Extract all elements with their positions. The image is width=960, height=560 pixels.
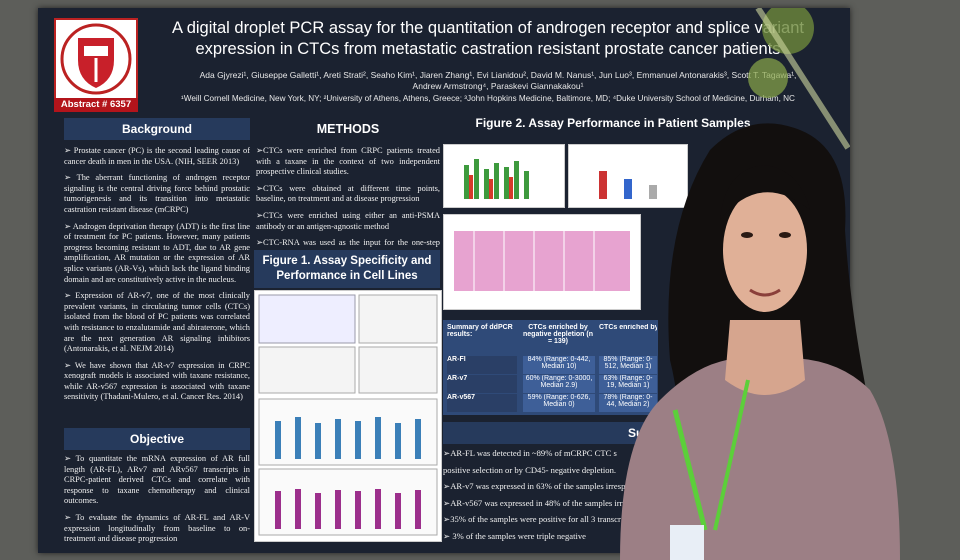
table-cell: AR-v7 [447,375,517,393]
list-item: ➢ We have shown that AR-v7 expression in… [64,360,250,402]
poster-title: A digital droplet PCR assay for the quan… [172,19,804,58]
table-cell: 78% (Range: 0-44, Median 2) [599,394,657,412]
table-cell: 60% (Range: 0-3000, Median 2.9) [523,375,595,393]
background-text: ➢ Prostate cancer (PC) is the second lea… [64,146,250,422]
list-item: ➢CTCs were enriched from CRPC patients t… [256,146,440,177]
objective-text: ➢ To quantitate the mRNA expression of A… [64,454,250,550]
table-cell: 63% (Range: 0-19, Median 1) [599,375,657,393]
figure-panel [443,144,565,208]
list-item: ➢ 3% of the samples were triple negative [443,530,586,541]
figure-title: Figure 1. Assay Specificity and Performa… [254,250,440,288]
poster: Abstract # 6357 A digital droplet PCR as… [38,8,850,553]
list-item: ➢AR-v7 was expressed in 63% of the sampl… [443,481,626,492]
figure-panel [254,290,442,542]
table-cell: 85% (Range: 0-512, Median 1) [599,356,657,374]
table-cell: AR-v567 [447,394,517,412]
figure-graphics [599,171,657,199]
summary-text: ➢AR-FL was detected in ~89% of mCRPC CTC… [443,448,658,548]
table-cell: 59% (Range: 0-626, Median 0) [523,394,595,412]
section-heading: Objective [64,428,250,450]
abstract-number: Abstract # 6357 [54,98,138,112]
authors: Ada Gjyrezi¹, Giuseppe Galletti¹, Areti … [199,70,797,91]
list-item: ➢ The aberrant functioning of androgen r… [64,173,250,214]
list-item: ➢AR-FL was detected in ~89% of mCRPC CTC… [443,448,617,458]
figure-panel [443,214,641,310]
person [620,123,900,560]
list-item: ➢ To evaluate the dynamics of AR-FL and … [64,512,250,544]
affiliations: ¹Weill Cornell Medicine, New York, NY; ²… [181,94,795,103]
figure-graphics [464,159,529,199]
figure-title: Figure 2. Assay Performance in Patient S… [475,116,751,130]
figure-graphics [454,231,630,291]
table-cell: AR-Fl [447,356,517,374]
methods-text: ➢CTCs were enriched from CRPC patients t… [256,146,440,251]
list-item: ➢CTCs were obtained at different time po… [256,183,440,204]
list-item: ➢ Androgen deprivation therapy (ADT) is … [64,221,250,284]
table-header: CTCs enriched by GEDI-PSMA [599,324,657,331]
list-item: ➢ Prostate cancer (PC) is the second lea… [64,146,250,166]
list-item: positive selection or by CD45- negative … [443,464,617,475]
list-item: ➢AR-v567 was expressed in 48% of the sam… [443,497,623,508]
decoration [748,8,850,150]
table-header: CTCs enriched by negative depletion (n =… [523,324,594,345]
list-item: ➢ Expression of AR-v7, one of the most c… [64,291,250,354]
figure-panel [568,144,688,208]
logo-mark [60,23,132,95]
list-item: ➢ To quantitate the mRNA expression of A… [64,454,250,506]
list-item: ➢35% of the samples were positive for al… [443,514,621,525]
figure-graphics [258,294,438,536]
section-heading: METHODS [316,122,380,136]
list-item: ➢CTCs were enriched using either an anti… [256,210,440,231]
results-table: Summary of ddPCR results: CTCs enriched … [443,320,658,415]
table-header: Summary of ddPCR results: [447,324,513,338]
list-item: ➢CTC-RNA was used as the input for the o… [256,238,440,251]
logo [54,18,138,100]
table-cell: 84% (Range: 0-442, Median 10) [523,356,595,374]
section-heading: Background [64,118,250,140]
